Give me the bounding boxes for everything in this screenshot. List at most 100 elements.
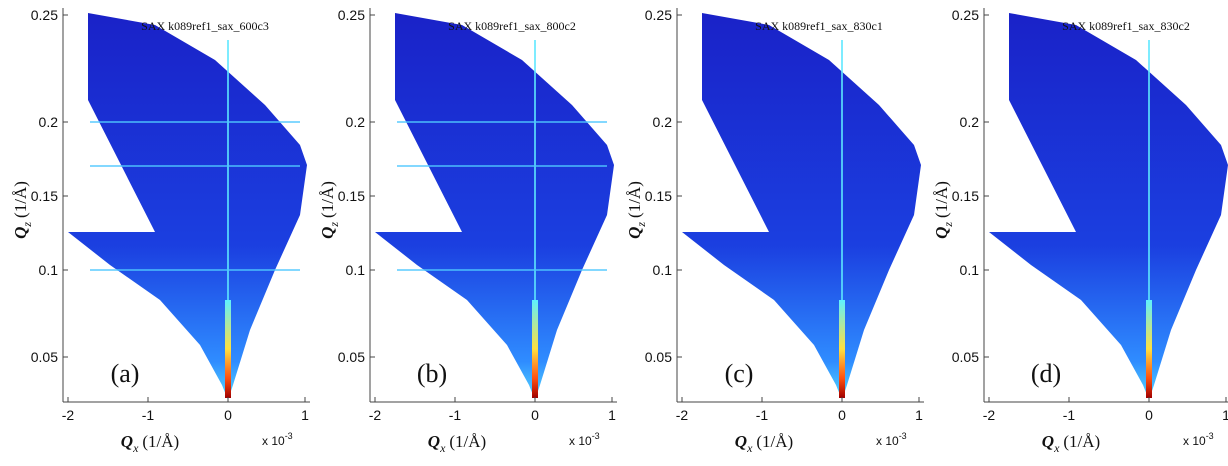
subscript: x xyxy=(1053,441,1060,455)
x-tick-label: -1 xyxy=(449,407,462,423)
panel: SAX k089ref1_sax_600c3 (a) 0.25 0.2 0.15 0.1 0… xyxy=(11,7,310,455)
subscript: z xyxy=(634,222,648,228)
panel-tag: (d) xyxy=(1031,359,1061,388)
y-tick-label: 0.2 xyxy=(653,114,673,130)
y-tick-label: 0.15 xyxy=(338,188,365,204)
unit: (1/Å) xyxy=(142,432,179,451)
y-tick-label: 0.05 xyxy=(952,349,979,365)
x-tick-label: 0 xyxy=(838,407,846,423)
scale: x 10 xyxy=(569,434,592,448)
symbol: Q xyxy=(11,227,30,239)
x-tick-label: 0 xyxy=(1145,407,1153,423)
y-tick-label: 0.2 xyxy=(39,114,59,130)
hot-spot xyxy=(532,300,538,398)
panel: SAX k089ref1_sax_800c2 (b) 0.25 0.2 0.15 0.1 0… xyxy=(318,7,617,455)
x-axis-label: Qx (1/Å) xyxy=(1042,432,1100,455)
symbol: Q xyxy=(318,227,337,239)
panel-title: SAX k089ref1_sax_830c2 xyxy=(1062,19,1190,33)
unit: (1/Å) xyxy=(1063,432,1100,451)
unit: (1/Å) xyxy=(756,432,793,451)
x-tick-label: -1 xyxy=(1063,407,1076,423)
y-tick-label: 0.2 xyxy=(960,114,980,130)
symbol: Q xyxy=(428,432,440,451)
x-tick-label: -2 xyxy=(676,407,689,423)
scale-label: x 10-3 xyxy=(569,431,600,448)
y-tick-label: 0.1 xyxy=(346,262,366,278)
y-tick-label: 0.1 xyxy=(39,262,59,278)
subscript: x xyxy=(132,441,139,455)
y-axis-label: Qz (1/Å) xyxy=(625,181,648,239)
y-tick-label: 0.05 xyxy=(645,349,672,365)
panel-title: SAX k089ref1_sax_800c2 xyxy=(448,19,576,33)
y-axis-label: Qz (1/Å) xyxy=(11,181,34,239)
exponent: -3 xyxy=(1206,431,1214,441)
y-axis-label: Qz (1/Å) xyxy=(932,181,955,239)
scattering-map xyxy=(68,13,307,400)
symbol: Q xyxy=(735,432,747,451)
y-tick-label: 0.15 xyxy=(952,188,979,204)
subscript: z xyxy=(327,222,341,228)
y-tick-label: 0.1 xyxy=(653,262,673,278)
subscript: x xyxy=(439,441,446,455)
x-tick-label: 0 xyxy=(224,407,232,423)
y-tick-label: 0.25 xyxy=(952,7,979,23)
x-axis-label: Qx (1/Å) xyxy=(735,432,793,455)
panel-title: SAX k089ref1_sax_600c3 xyxy=(141,19,269,33)
y-tick-label: 0.25 xyxy=(338,7,365,23)
scattering-map xyxy=(682,13,921,400)
x-tick-label: 0 xyxy=(531,407,539,423)
y-tick-label: 0.25 xyxy=(645,7,672,23)
panel: SAX k089ref1_sax_830c2 (d) 0.25 0.2 0.15 0.1 0… xyxy=(932,7,1228,455)
x-tick-label: -2 xyxy=(369,407,382,423)
panel-tag: (a) xyxy=(111,359,140,388)
x-tick-label: 1 xyxy=(1222,407,1228,423)
y-tick-label: 0.2 xyxy=(346,114,366,130)
scale: x 10 xyxy=(876,434,899,448)
y-tick-label: 0.15 xyxy=(31,188,58,204)
scattering-map xyxy=(989,13,1228,400)
panel-tag: (c) xyxy=(725,359,754,388)
y-tick-label: 0.15 xyxy=(645,188,672,204)
hot-spot xyxy=(839,300,845,398)
unit: (1/Å) xyxy=(625,181,644,218)
x-tick-label: 1 xyxy=(301,407,309,423)
scale-label: x 10-3 xyxy=(262,431,293,448)
x-tick-label: 1 xyxy=(608,407,616,423)
unit: (1/Å) xyxy=(11,181,30,218)
scale-label: x 10-3 xyxy=(1183,431,1214,448)
y-tick-label: 0.05 xyxy=(31,349,58,365)
y-tick-label: 0.25 xyxy=(31,7,58,23)
x-axis-label: Qx (1/Å) xyxy=(121,432,179,455)
subscript: z xyxy=(20,222,34,228)
exponent: -3 xyxy=(285,431,293,441)
symbol: Q xyxy=(625,227,644,239)
x-tick-label: -1 xyxy=(142,407,155,423)
y-axis-label: Qz (1/Å) xyxy=(318,181,341,239)
panel-tag: (b) xyxy=(417,359,447,388)
hot-spot xyxy=(225,300,231,398)
unit: (1/Å) xyxy=(449,432,486,451)
hot-spot xyxy=(1146,300,1152,398)
x-tick-label: -2 xyxy=(983,407,996,423)
panel: SAX k089ref1_sax_830c1 (c) 0.25 0.2 0.15 0.1 0… xyxy=(625,7,924,455)
y-tick-label: 0.05 xyxy=(338,349,365,365)
subscript: x xyxy=(746,441,753,455)
y-tick-label: 0.1 xyxy=(960,262,980,278)
subscript: z xyxy=(941,222,955,228)
unit: (1/Å) xyxy=(318,181,337,218)
x-tick-label: -2 xyxy=(62,407,75,423)
x-tick-label: -1 xyxy=(756,407,769,423)
scale: x 10 xyxy=(1183,434,1206,448)
panel-title: SAX k089ref1_sax_830c1 xyxy=(755,19,883,33)
unit: (1/Å) xyxy=(932,181,951,218)
scale-label: x 10-3 xyxy=(876,431,907,448)
symbol: Q xyxy=(121,432,133,451)
symbol: Q xyxy=(1042,432,1054,451)
exponent: -3 xyxy=(899,431,907,441)
scale: x 10 xyxy=(262,434,285,448)
x-axis-label: Qx (1/Å) xyxy=(428,432,486,455)
scattering-map xyxy=(375,13,614,400)
exponent: -3 xyxy=(592,431,600,441)
x-tick-label: 1 xyxy=(915,407,923,423)
